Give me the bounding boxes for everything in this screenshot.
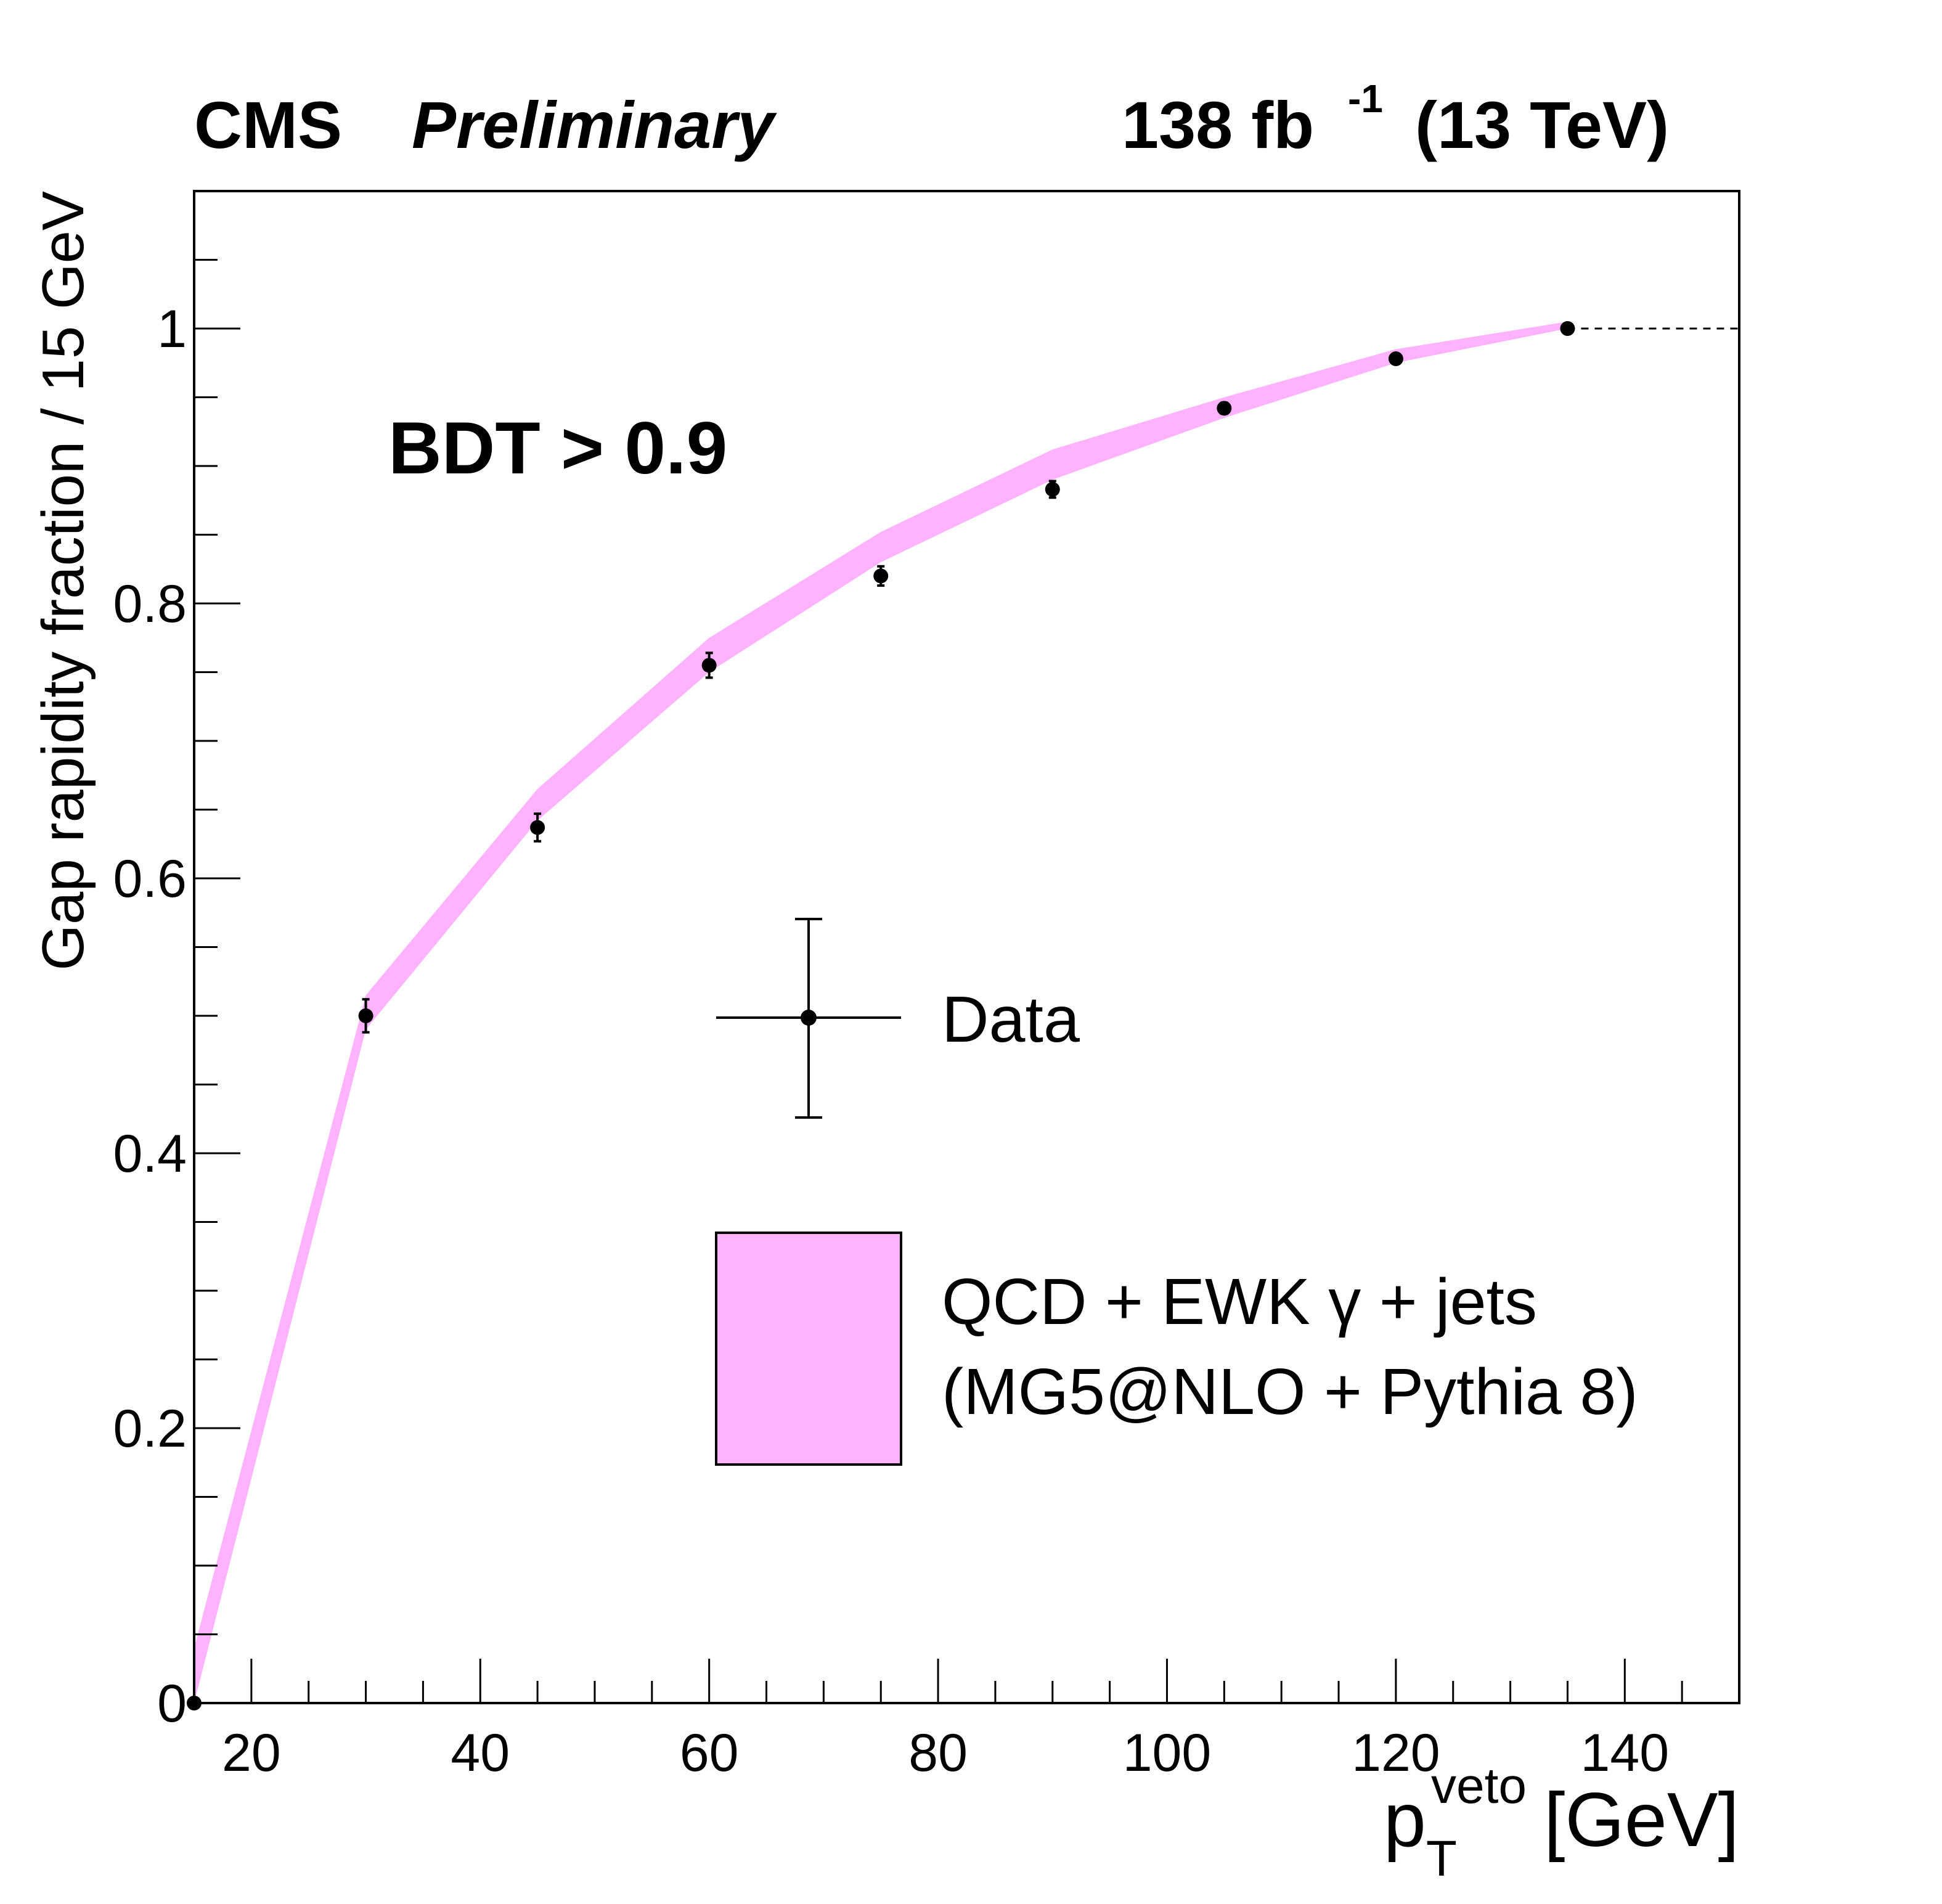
data-point [1045,481,1060,497]
data-point [1560,321,1575,336]
legend-data-dot [801,1010,817,1026]
x-tick-label: 60 [680,1723,739,1783]
legend-data-marker [716,918,901,1119]
y-ticks: 0 0.2 0.4 0.6 0.8 1 [113,190,240,1733]
x-axis-title-sup: veto [1431,1758,1527,1814]
x-tick-label: 80 [908,1723,968,1783]
legend-band-swatch [715,1232,902,1466]
y-tick-label: 0.4 [113,1124,187,1183]
data-point [873,568,889,584]
experiment-label: CMS [194,88,342,162]
bdt-annotation: BDT > 0.9 [388,407,727,489]
legend: Data QCD + EWK γ + jets (MG5@NLO + Pythi… [715,918,1638,1466]
data-point [1217,401,1232,416]
y-tick-label: 1 [157,300,187,359]
x-axis-title: pTveto [GeV] [1384,1758,1739,1887]
x-ticks: 20 40 60 80 100 120 140 [193,1659,1740,1783]
y-tick-label: 0.8 [113,574,187,634]
legend-band-label-line1: QCD + EWK γ + jets [942,1265,1537,1338]
x-axis-title-unit: [GeV] [1544,1778,1739,1863]
data-point [701,658,717,673]
legend-band-label-line2: (MG5@NLO + Pythia 8) [942,1355,1638,1428]
data-point [358,1008,373,1023]
lumi-exponent: -1 [1348,76,1383,121]
x-tick-label: 140 [1581,1723,1670,1783]
status-label: Preliminary [412,88,777,162]
x-tick-label: 20 [222,1723,281,1783]
x-tick-label: 120 [1352,1723,1440,1783]
y-tick-label: 0.6 [113,849,187,909]
x-tick-label: 100 [1123,1723,1212,1783]
x-axis-title-p: p [1384,1778,1426,1863]
data-points-layer [187,321,1575,1710]
x-tick-label: 40 [451,1723,510,1783]
data-point [530,820,545,835]
y-tick-label: 0 [157,1674,187,1733]
x-axis-title-sub: T [1426,1831,1457,1887]
y-tick-label: 0.2 [113,1399,187,1458]
energy-label: (13 TeV) [1415,88,1669,162]
data-point [1388,351,1403,367]
legend-data-label: Data [942,983,1080,1056]
lumi-label: 138 fb [1122,88,1314,162]
y-axis-title: Gap rapidity fraction / 15 GeV [30,191,96,971]
